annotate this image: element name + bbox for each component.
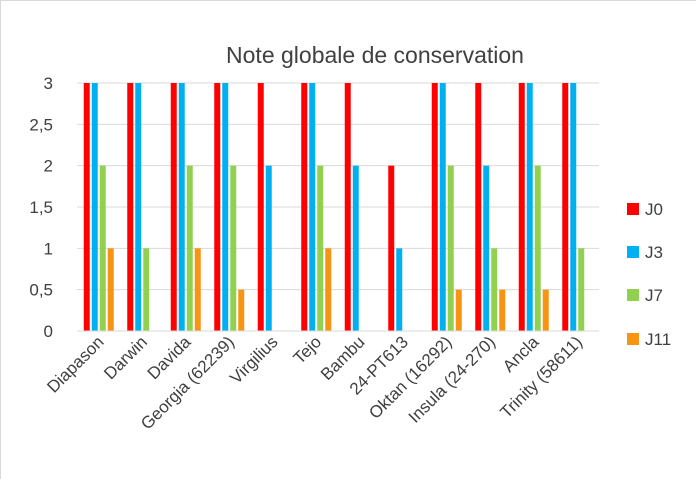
chart-title: Note globale de conservation (226, 42, 524, 68)
bar-j11-5 (325, 248, 332, 331)
y-tick-label: 2,5 (29, 115, 53, 134)
legend-swatch-j11 (627, 333, 639, 345)
bar-j7-10 (534, 165, 541, 331)
bar-j7-8 (447, 165, 454, 331)
bar-j7-9 (491, 248, 498, 331)
bar-j3-5 (309, 83, 316, 331)
bar-j11-10 (542, 289, 549, 331)
legend-label: J11 (645, 330, 671, 349)
x-tick-label: Tejo (290, 332, 325, 367)
bar-j3-10 (526, 83, 533, 331)
bar-j3-8 (439, 83, 446, 331)
bar-j0-10 (518, 83, 525, 331)
bar-j0-1 (127, 83, 134, 331)
bar-j7-2 (186, 165, 193, 331)
y-tick-label: 3 (44, 74, 53, 93)
y-axis: 0 0,5 1 1,5 2 2,5 3 (29, 74, 53, 341)
bar-j0-8 (431, 83, 438, 331)
legend-swatch-j3 (627, 246, 639, 258)
legend: J0 J3 J7 J11 (627, 200, 671, 349)
bar-j7-11 (578, 248, 585, 331)
bar-j0-9 (475, 83, 482, 331)
bar-j0-0 (83, 83, 90, 331)
legend-label: J7 (645, 286, 663, 305)
bar-j0-4 (257, 83, 264, 331)
bar-j0-5 (301, 83, 308, 331)
bar-j0-11 (562, 83, 569, 331)
bar-j11-9 (499, 289, 506, 331)
bar-j7-1 (143, 248, 150, 331)
bar-j11-0 (107, 248, 114, 331)
bar-j7-5 (317, 165, 324, 331)
bar-j11-8 (455, 289, 462, 331)
legend-swatch-j7 (627, 289, 639, 301)
y-tick-label: 1 (44, 239, 53, 258)
y-tick-label: 2 (44, 157, 53, 176)
x-tick-label: Virgilius (226, 332, 281, 387)
bar-j0-3 (214, 83, 221, 331)
x-tick-label: Darwin (100, 332, 151, 383)
bar-j7-0 (99, 165, 106, 331)
bar-j11-3 (238, 289, 245, 331)
bar-j3-0 (91, 83, 98, 331)
bar-j3-1 (135, 83, 142, 331)
bar-j3-3 (222, 83, 229, 331)
bar-j0-6 (344, 83, 351, 331)
bar-j11-2 (194, 248, 201, 331)
gridlines (77, 82, 599, 332)
legend-label: J3 (645, 243, 663, 262)
bar-j3-6 (352, 165, 359, 331)
y-tick-label: 0,5 (29, 281, 53, 300)
legend-label: J0 (645, 200, 663, 219)
bar-j3-11 (570, 83, 577, 331)
bar-j0-2 (170, 83, 177, 331)
bars (83, 83, 585, 331)
bar-j7-3 (230, 165, 237, 331)
bar-j3-9 (483, 165, 490, 331)
bar-j3-7 (396, 248, 403, 331)
bar-j3-4 (265, 165, 272, 331)
bar-j3-2 (178, 83, 185, 331)
x-tick-label: Diapason (43, 332, 107, 396)
bar-j0-7 (388, 165, 395, 331)
y-tick-label: 1,5 (29, 198, 53, 217)
legend-swatch-j0 (627, 203, 639, 215)
y-tick-label: 0 (44, 322, 53, 341)
